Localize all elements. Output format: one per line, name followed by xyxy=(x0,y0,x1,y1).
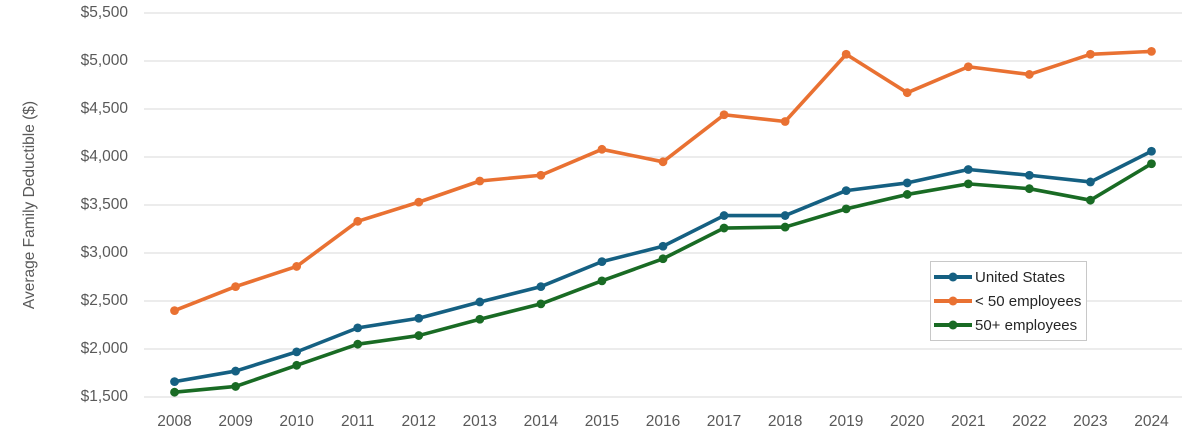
data-point xyxy=(780,211,790,220)
data-point xyxy=(1147,47,1156,56)
data-point xyxy=(658,157,668,167)
data-point xyxy=(719,223,729,233)
data-point xyxy=(170,387,179,397)
data-point xyxy=(1024,184,1034,194)
data-point xyxy=(536,282,546,291)
data-point xyxy=(292,347,302,357)
data-point xyxy=(902,88,912,98)
data-point xyxy=(536,170,546,180)
data-point xyxy=(1024,170,1034,180)
data-point xyxy=(475,314,485,324)
data-point xyxy=(1086,177,1095,187)
x-tick-label: 2020 xyxy=(889,413,925,430)
legend-label: 50+ employees xyxy=(975,316,1078,334)
x-tick-label: 2021 xyxy=(951,413,986,430)
data-point xyxy=(597,276,607,286)
y-tick-label: $2,500 xyxy=(80,292,128,309)
legend-label: United States xyxy=(975,268,1066,286)
data-point xyxy=(414,331,424,340)
data-point xyxy=(414,197,424,207)
legend-line-marker-swatch xyxy=(934,320,972,330)
legend-line-marker-swatch xyxy=(934,296,972,306)
data-point xyxy=(353,323,363,333)
data-point xyxy=(902,190,912,199)
data-point xyxy=(231,382,240,391)
data-point xyxy=(353,339,363,349)
x-tick-label: 2019 xyxy=(828,413,864,430)
y-tick-label: $2,000 xyxy=(80,340,128,357)
legend-label: < 50 employees xyxy=(975,292,1082,310)
data-point xyxy=(1086,195,1095,205)
data-point xyxy=(292,360,302,370)
x-tick-label: 2018 xyxy=(767,413,803,430)
data-point xyxy=(231,366,240,376)
x-tick-label: 2015 xyxy=(584,413,620,430)
x-tick-label: 2024 xyxy=(1134,413,1169,430)
data-point xyxy=(841,204,851,214)
x-tick-label: 2016 xyxy=(645,413,681,430)
data-point xyxy=(597,144,607,154)
data-point xyxy=(719,110,729,120)
data-point xyxy=(170,306,179,315)
y-tick-label: $4,000 xyxy=(80,148,128,165)
data-point xyxy=(963,165,973,174)
x-tick-label: 2010 xyxy=(279,413,314,430)
data-point xyxy=(536,299,546,309)
x-tick-label: 2011 xyxy=(341,413,375,430)
data-point xyxy=(231,282,240,291)
data-point xyxy=(658,241,668,251)
legend-item-50+-employees: 50+ employees xyxy=(933,313,1084,337)
data-point xyxy=(719,211,729,220)
x-tick-label: 2013 xyxy=(462,413,498,430)
x-tick-label: 2012 xyxy=(401,413,436,430)
y-tick-label: $4,500 xyxy=(80,100,128,117)
y-tick-label: $3,500 xyxy=(80,196,128,213)
data-point xyxy=(475,176,485,186)
x-tick-label: 2022 xyxy=(1012,413,1047,430)
x-tick-label: 2008 xyxy=(157,413,192,430)
legend-item-united-states: United States xyxy=(933,265,1084,289)
x-tick-label: 2023 xyxy=(1073,413,1108,430)
data-point xyxy=(292,262,302,271)
data-point xyxy=(780,117,790,126)
x-tick-label: 2014 xyxy=(523,413,559,430)
data-point xyxy=(658,254,668,264)
data-point xyxy=(780,222,790,232)
data-point xyxy=(963,62,973,72)
data-point xyxy=(963,179,973,189)
y-tick-label: $1,500 xyxy=(80,388,128,405)
data-point xyxy=(475,297,485,307)
y-tick-label: $3,000 xyxy=(80,244,128,261)
x-tick-label: 2017 xyxy=(706,413,742,430)
data-point xyxy=(1086,49,1095,59)
data-point xyxy=(1147,159,1156,169)
data-point xyxy=(597,257,607,267)
data-point xyxy=(170,377,179,387)
legend-line-marker-swatch xyxy=(934,272,972,282)
data-point xyxy=(414,313,424,323)
data-point xyxy=(902,178,912,188)
y-tick-label: $5,500 xyxy=(80,4,128,21)
y-tick-label: $5,000 xyxy=(80,52,128,69)
x-tick-label: 2009 xyxy=(218,413,253,430)
data-point xyxy=(353,216,363,226)
data-point xyxy=(841,49,851,59)
legend-item--50-employees: < 50 employees xyxy=(933,289,1084,313)
data-point xyxy=(1024,70,1034,79)
data-point xyxy=(841,186,851,196)
legend: United States < 50 employees 50+ employees xyxy=(930,261,1087,341)
data-point xyxy=(1147,146,1156,156)
